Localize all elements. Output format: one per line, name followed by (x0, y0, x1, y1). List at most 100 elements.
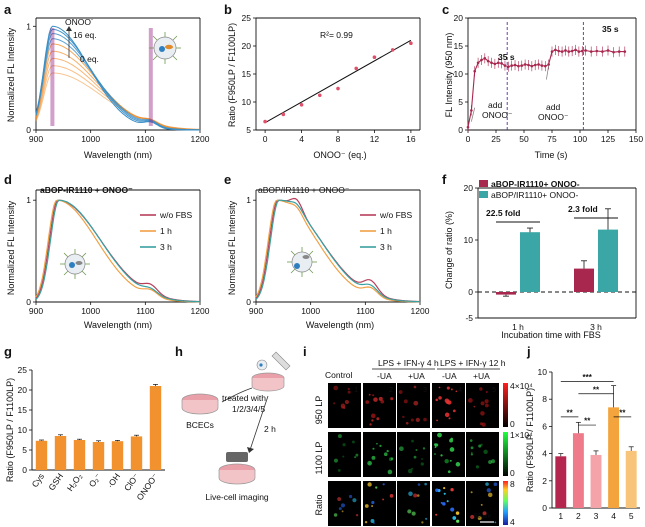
panel-j-sig-label: ** (584, 417, 591, 426)
panel-a-series-line (35, 50, 200, 131)
panel-i-cell-signal (365, 400, 370, 404)
panel-i-cell-signal (477, 516, 482, 521)
panel-i-micrograph (432, 432, 465, 477)
panel-d-xtick-label: 1200 (191, 306, 210, 316)
panel-g-bar (149, 386, 162, 470)
treatment-dish-icon (251, 351, 291, 392)
panel-b-ylabel: Ratio (F950LP / F1100LP) (227, 23, 237, 127)
panel-i-cell-signal (373, 522, 375, 524)
panel-f-legend-2: aBOP/IR1110+ ONOO- (491, 190, 578, 200)
panel-g-bar (92, 442, 105, 470)
panel-i-micrograph (328, 432, 361, 477)
panel-i-micrograph (432, 481, 465, 526)
panel-c-point (470, 109, 473, 112)
panel-c-point (527, 63, 530, 67)
panel-i-cell-signal (422, 447, 426, 450)
panel-i-cell-signal (424, 482, 427, 486)
panel-c-point (480, 58, 483, 62)
panel-c-ylabel: FL Intensity (950 nm) (444, 33, 454, 118)
panel-d-xtick-label: 1100 (136, 306, 155, 316)
panel-c-time2: 35 s (602, 24, 619, 34)
panel-i-cell-signal (342, 455, 345, 458)
panel-i-row-1100: 1100 LP (314, 442, 324, 475)
panel-i-cell-signal (411, 511, 416, 516)
panel-f-ytick-label: 10 (464, 235, 474, 245)
panel-h-arrow-2-head (247, 447, 254, 453)
panel-i-cell-signal (371, 455, 376, 460)
panel-d-xtick-label: 900 (29, 306, 43, 316)
panel-c-time1: 35 s (498, 52, 515, 62)
panel-c-point (490, 61, 493, 65)
panel-i-cell-signal (425, 517, 428, 520)
panel-e: e Normalized FL Intensity Wavelength (nm… (224, 172, 430, 330)
panel-e-legend-label: 3 h (380, 242, 392, 252)
panel-c-point (476, 61, 480, 65)
panel-e-nanoparticle-icon (287, 247, 317, 277)
panel-i-cell-signal (402, 415, 405, 419)
panel-i-cell-signal (407, 509, 412, 514)
panel-i-group-number: 2 (389, 387, 393, 394)
panel-e-xtick-label: 1100 (356, 306, 375, 316)
panel-i-cell-signal (434, 446, 437, 448)
panel-c-point (554, 48, 557, 52)
panel-i-lps12: LPS + IFN-γ 12 h (440, 358, 506, 368)
panel-e-xtick-label: 1000 (301, 306, 320, 316)
panel-f-xlabel: Incubation time with FBS (501, 330, 601, 340)
panel-a-label: a (4, 2, 12, 17)
panel-a-ytick-label: 1 (26, 21, 31, 31)
panel-i-cell-signal (452, 409, 456, 413)
panel-g-ytick-label: 0 (22, 465, 27, 475)
panel-j-label: j (526, 344, 531, 359)
panel-i-group-number: 3 (423, 387, 427, 394)
panel-c-point (517, 64, 520, 68)
panel-b: b Ratio (F950LP / F1100LP) ONOO⁻ (eq.) 0… (224, 2, 421, 160)
panel-b-ytick-label: 5 (246, 125, 251, 135)
panel-h-treated: treated with (222, 393, 266, 403)
panel-i-cell-signal (383, 452, 388, 456)
panel-c-point (533, 63, 537, 67)
panel-a-nanoparticle-icon (149, 32, 181, 64)
panel-i-cell-signal (455, 511, 460, 515)
panel-a-annot-16eq: 16 eq. (73, 30, 97, 40)
panel-c-point (595, 49, 599, 53)
panel-i-cb1-bot: 0 (510, 419, 515, 429)
panel-i-cell-signal (420, 462, 424, 466)
panel-i-cell-signal (493, 482, 498, 487)
panel-j-sig-label: ** (593, 385, 600, 394)
panel-c-add-arrow-1 (470, 107, 476, 122)
panel-f-legend-1: aBOP-IR1110+ ONOO- (491, 179, 580, 189)
panel-b-point (281, 112, 286, 117)
panel-i-cell-signal (440, 501, 443, 504)
panel-i-cell-signal (470, 451, 473, 454)
panel-d-nanoparticle-icon (60, 249, 90, 279)
panel-j-bar (572, 433, 584, 508)
panel-c-point (564, 49, 567, 52)
panel-c-point (623, 50, 627, 53)
panel-a-arrow-head (66, 26, 72, 31)
panel-c-add2-onoo: ONOO⁻ (538, 112, 569, 122)
panel-i-cell-signal (352, 498, 357, 503)
panel-i-cell-signal (367, 482, 372, 487)
panel-i-colorbar-ratio (503, 481, 508, 525)
panel-i-cell-signal (487, 492, 493, 498)
panel-i-row-950: 950 LP (314, 396, 324, 425)
panel-c-point (550, 50, 554, 53)
panel-i-micrograph (397, 432, 430, 477)
panel-i-cb3-bot: 4 (510, 517, 515, 527)
panel-j-bar (555, 456, 567, 508)
panel-a: a Normalized FL Intensity Wavelength (nm… (4, 2, 210, 160)
panel-i-cell-signal (375, 486, 378, 489)
panel-b-ytick-label: 25 (242, 13, 252, 23)
panel-c-point (500, 62, 503, 65)
panel-j-bar (590, 454, 602, 508)
panel-f-legend-swatch-1 (479, 180, 488, 187)
panel-i-cell-signal (449, 459, 452, 462)
panel-c-ytick-label: 20 (454, 13, 464, 23)
panel-h-arrow-1 (221, 387, 253, 403)
panel-e-ytick-label: 0 (246, 297, 251, 307)
panel-b-fit-line (264, 39, 412, 124)
panel-c-point (580, 49, 584, 53)
panel-c-plot: 0 25 50 75 100 125 150 0 5 10 15 20 (454, 13, 644, 144)
